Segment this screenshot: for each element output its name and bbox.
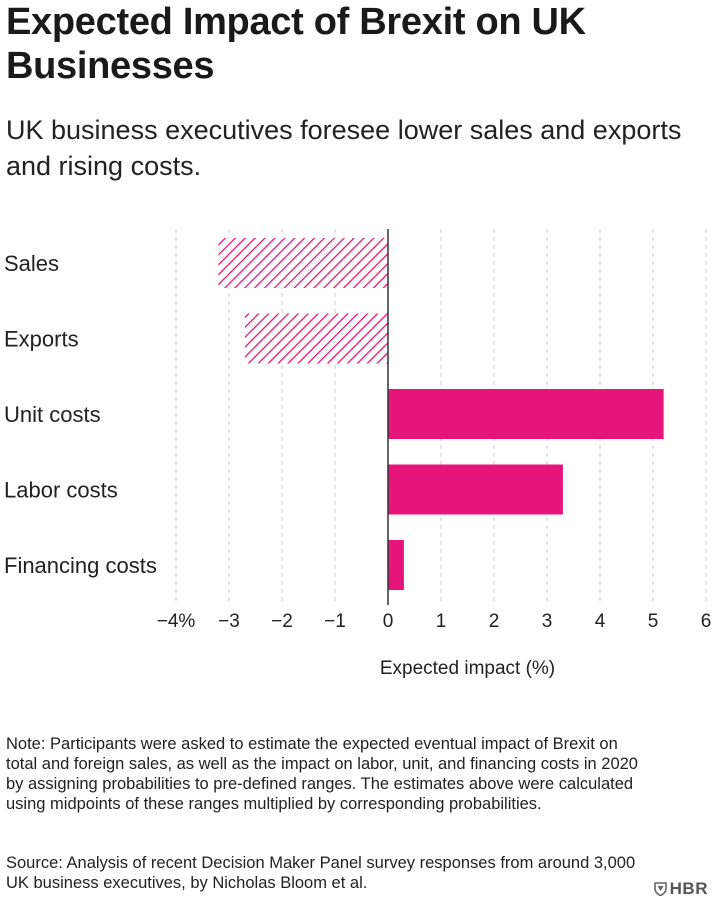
chart-subtitle: UK business executives foresee lower sal… bbox=[6, 115, 682, 181]
x-tick-label: 0 bbox=[383, 611, 394, 632]
bar-unit-costs bbox=[388, 389, 664, 439]
x-tick-label: 5 bbox=[648, 611, 659, 632]
hbr-logo: HBR bbox=[653, 879, 708, 899]
category-label: Labor costs bbox=[4, 478, 118, 503]
x-tick-label: 2 bbox=[489, 611, 500, 632]
x-tick-label: −3 bbox=[218, 611, 240, 632]
shield-icon bbox=[653, 882, 667, 896]
x-tick-label: −1 bbox=[324, 611, 346, 632]
hbr-logo-text: HBR bbox=[669, 879, 708, 898]
bar-sales bbox=[218, 238, 388, 288]
bar-labor-costs bbox=[388, 464, 563, 515]
chart-source: Source: Analysis of recent Decision Make… bbox=[6, 854, 636, 892]
category-label: Sales bbox=[4, 251, 59, 276]
category-labels: Sales Exports Unit costs Labor costs Financi… bbox=[4, 251, 157, 578]
x-tick-label: 6 bbox=[701, 611, 712, 632]
bar-chart: Sales Exports Unit costs Labor costs Financi… bbox=[4, 229, 712, 679]
bar-financing-costs bbox=[388, 540, 404, 590]
bar-exports bbox=[244, 313, 388, 364]
x-tick-label: 4 bbox=[595, 611, 606, 632]
x-tick-label: 3 bbox=[542, 611, 553, 632]
bars bbox=[218, 238, 664, 590]
category-label: Unit costs bbox=[4, 402, 101, 427]
x-tick-labels: −4% −3 −2 −1 0 1 2 3 4 5 6 bbox=[157, 611, 712, 632]
x-axis-label: Expected impact (%) bbox=[380, 658, 555, 679]
category-label: Financing costs bbox=[4, 553, 157, 578]
x-tick-label: −4% bbox=[157, 611, 196, 632]
x-tick-label: 1 bbox=[436, 611, 447, 632]
category-label: Exports bbox=[4, 327, 79, 352]
gridlines bbox=[175, 229, 707, 605]
x-tick-label: −2 bbox=[271, 611, 293, 632]
chart-note: Note: Participants were asked to estimat… bbox=[6, 735, 638, 813]
chart-title: Expected Impact of Brexit on UK Business… bbox=[6, 1, 586, 87]
